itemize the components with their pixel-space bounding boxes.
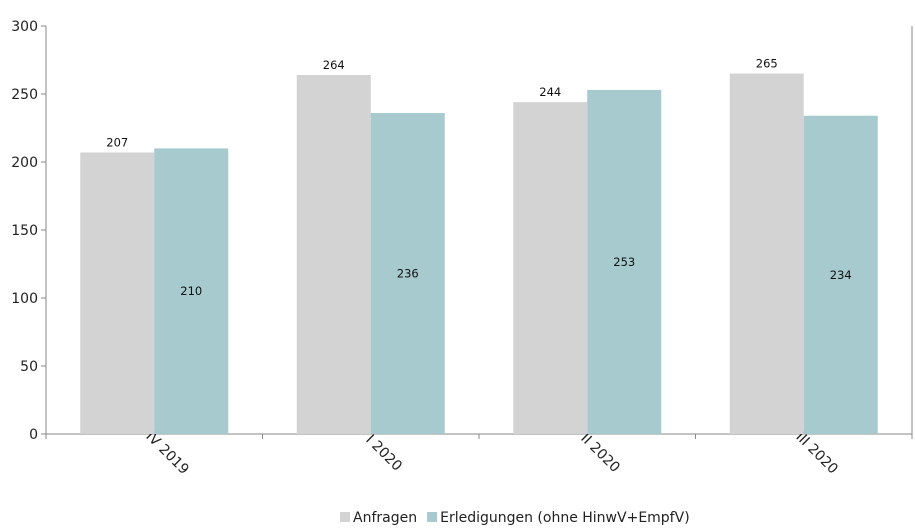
data-label: 234 — [830, 268, 852, 282]
x-tick-label: III 2020 — [792, 429, 840, 477]
y-tick-label: 250 — [11, 87, 38, 103]
bar-anfragen — [513, 102, 588, 434]
bar-erledigungen — [587, 89, 662, 435]
legend-label: Erledigungen (ohne HinwV+EmpfV) — [440, 510, 690, 526]
y-tick-label: 200 — [11, 155, 38, 171]
bar-erledigungen — [803, 115, 878, 434]
data-label: 265 — [756, 57, 778, 71]
data-labels: 207 210 264 236 244 253 265 234 — [106, 57, 851, 299]
y-tick-label: 50 — [20, 359, 38, 375]
bars — [80, 73, 878, 435]
x-tick-label: I 2020 — [362, 432, 405, 475]
x-tick-label: IV 2019 — [142, 428, 191, 477]
legend-label: Anfragen — [353, 510, 417, 526]
data-label: 264 — [323, 58, 345, 72]
data-label: 244 — [539, 85, 561, 99]
bar-anfragen — [80, 152, 155, 435]
legend: Anfragen Erledigungen (ohne HinwV+EmpfV) — [340, 510, 690, 526]
data-label: 253 — [613, 255, 635, 269]
y-tick-label: 300 — [11, 19, 38, 35]
y-tick-label: 150 — [11, 223, 38, 239]
data-label: 207 — [106, 135, 128, 149]
bar-anfragen — [729, 73, 804, 434]
legend-swatch — [340, 512, 350, 522]
bar-erledigungen — [154, 148, 229, 434]
x-tick-label: II 2020 — [577, 430, 622, 475]
legend-swatch — [427, 512, 438, 522]
y-tick-label: 100 — [11, 291, 38, 307]
bar-erledigungen — [370, 113, 445, 434]
y-tick-label: 0 — [29, 427, 38, 443]
data-label: 210 — [180, 284, 202, 298]
data-label: 236 — [397, 267, 419, 281]
bar-anfragen — [296, 74, 371, 435]
